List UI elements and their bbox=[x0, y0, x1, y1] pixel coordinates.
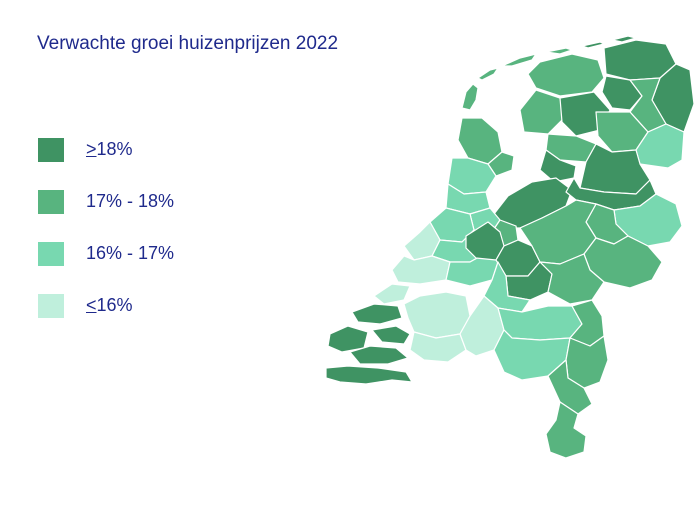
region-zeeuws-vlaanderen bbox=[325, 365, 413, 385]
legend-label: <16% bbox=[86, 295, 133, 316]
legend-item-16-17: 16% - 17% bbox=[38, 242, 258, 266]
legend-item-above-18: >18% bbox=[38, 138, 258, 162]
island-terschelling bbox=[501, 53, 537, 67]
legend-swatch bbox=[38, 190, 64, 214]
legend-text: 17% - 18% bbox=[86, 191, 175, 211]
legend-label: 17% - 18% bbox=[86, 191, 174, 212]
legend-symbol: < bbox=[86, 295, 97, 315]
region-zuid-limburg bbox=[545, 401, 587, 459]
legend-text: 16% - 17% bbox=[86, 243, 175, 263]
island-schiermonnikoog bbox=[581, 41, 605, 49]
island-vlieland bbox=[477, 67, 499, 81]
legend-swatch bbox=[38, 242, 64, 266]
legend-symbol: > bbox=[86, 139, 97, 159]
region-den-bosch bbox=[497, 305, 583, 341]
region-rotterdam bbox=[391, 255, 451, 285]
region-schouwen bbox=[351, 303, 403, 325]
legend-swatch bbox=[38, 138, 64, 162]
island-rottumeroog bbox=[611, 35, 637, 43]
region-tholen bbox=[371, 325, 411, 345]
region-friesland-north bbox=[527, 53, 605, 97]
legend-text: 18% bbox=[96, 139, 133, 159]
legend-text: 16% bbox=[96, 295, 133, 315]
region-west-brabant bbox=[403, 291, 471, 339]
region-breda bbox=[409, 331, 467, 363]
legend-item-below-16: <16% bbox=[38, 294, 258, 318]
island-ameland bbox=[545, 47, 573, 55]
island-texel bbox=[461, 83, 479, 111]
region-voorne-putten bbox=[373, 283, 411, 305]
legend-swatch bbox=[38, 294, 64, 318]
legend-label: >18% bbox=[86, 139, 133, 160]
map-title: Verwachte groei huizenprijzen 2022 bbox=[37, 33, 339, 54]
legend-item-17-18: 17% - 18% bbox=[38, 190, 258, 214]
legend-label: 16% - 17% bbox=[86, 243, 174, 264]
region-friesland-west bbox=[519, 89, 565, 135]
region-arnhem-nijmegen bbox=[539, 253, 605, 305]
region-zuid-beveland bbox=[349, 345, 409, 365]
